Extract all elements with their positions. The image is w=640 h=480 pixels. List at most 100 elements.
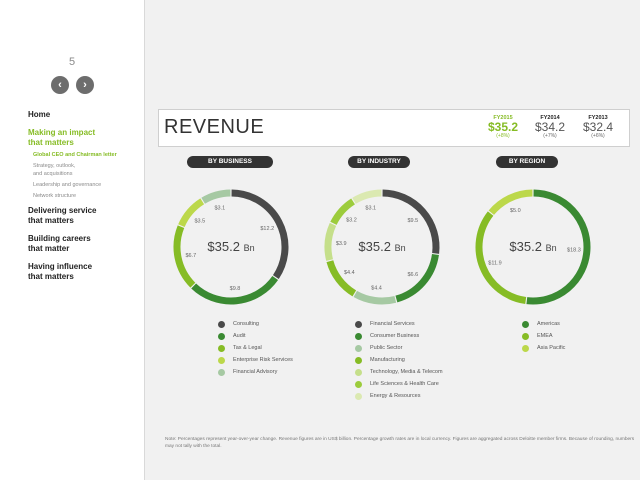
nav-sub-ceo-letter[interactable]: Global CEO and Chairman letter bbox=[33, 152, 117, 158]
legend-business: Consulting Audit Tax & Legal Enterprise Ris… bbox=[218, 318, 293, 378]
segment-value-label: $11.9 bbox=[488, 260, 501, 266]
tab-by-region[interactable]: BY REGION bbox=[496, 156, 558, 168]
legend-item: Asia Pacific bbox=[522, 342, 565, 354]
legend-label: Consulting bbox=[233, 321, 259, 327]
legend-industry: Financial Services Consumer Business Publi… bbox=[355, 318, 443, 402]
donut-segment bbox=[324, 222, 337, 261]
legend-label: EMEA bbox=[537, 333, 553, 339]
legend-label: Financial Services bbox=[370, 321, 415, 327]
page-number: 5 bbox=[68, 56, 76, 68]
legend-swatch bbox=[355, 368, 362, 376]
donut-segment bbox=[395, 253, 439, 303]
segment-value-label: $4.4 bbox=[371, 286, 382, 292]
donut-segment bbox=[191, 275, 279, 305]
nav-item-influence[interactable]: Having influence that matters bbox=[28, 262, 93, 281]
fy-value: $32.4 bbox=[582, 120, 614, 134]
donut-segment bbox=[382, 189, 440, 254]
legend-swatch bbox=[522, 332, 529, 340]
fy-change: (+8%) bbox=[496, 133, 510, 139]
legend-label: Financial Advisory bbox=[233, 369, 278, 375]
donut-segment bbox=[488, 189, 533, 216]
prev-page-button[interactable]: ‹ bbox=[51, 76, 69, 94]
donut-segment bbox=[352, 189, 382, 204]
fy2015-figure: FY2015 $35.2 (+8%) bbox=[482, 115, 524, 139]
fy-label: FY2015 bbox=[493, 115, 513, 121]
main-content: REVENUE FY2015 $35.2 (+8%) FY2014 $34.2 … bbox=[145, 0, 640, 480]
revenue-header: REVENUE FY2015 $35.2 (+8%) FY2014 $34.2 … bbox=[158, 109, 630, 147]
center-total-label: $35.2 Bn bbox=[358, 239, 405, 254]
segment-value-label: $9.5 bbox=[407, 218, 418, 224]
chevron-left-icon: ‹ bbox=[58, 79, 62, 91]
donut-segment bbox=[353, 290, 397, 305]
donut-segment bbox=[526, 189, 591, 305]
nav-item-impact[interactable]: Making an impact that matters bbox=[28, 128, 96, 147]
legend-label: Technology, Media & Telecom bbox=[370, 369, 443, 375]
segment-value-label: $18.3 bbox=[567, 248, 581, 254]
legend-item: Financial Advisory bbox=[218, 366, 293, 378]
legend-label: Tax & Legal bbox=[233, 345, 262, 351]
legend-label: Asia Pacific bbox=[537, 345, 566, 351]
next-page-button[interactable]: › bbox=[76, 76, 94, 94]
legend-label: Manufacturing bbox=[370, 357, 405, 363]
nav-sub-leadership[interactable]: Leadership and governance bbox=[33, 182, 102, 188]
sidebar: 5 ‹ › Home Making an impact that matters… bbox=[0, 0, 145, 480]
legend-swatch bbox=[355, 332, 362, 340]
segment-value-label: $3.9 bbox=[336, 241, 347, 247]
legend-label: Americas bbox=[537, 321, 560, 327]
center-total-label: $35.2 Bn bbox=[509, 239, 556, 254]
nav-sub-network[interactable]: Network structure bbox=[33, 193, 77, 199]
legend-label: Life Sciences & Health Care bbox=[370, 381, 439, 387]
legend-label: Public Sector bbox=[370, 345, 403, 351]
segment-value-label: $3.1 bbox=[214, 206, 225, 212]
legend-item: Life Sciences & Health Care bbox=[355, 378, 443, 390]
nav-item-service[interactable]: Delivering service that matters bbox=[28, 206, 97, 225]
segment-value-label: $6.6 bbox=[407, 272, 418, 278]
fy2014-figure: FY2014 $34.2 (+7%) bbox=[529, 115, 571, 139]
segment-value-label: $9.8 bbox=[230, 286, 241, 292]
nav-list: Home Making an impact that matters Globa… bbox=[28, 110, 144, 290]
legend-swatch bbox=[218, 344, 225, 352]
donut-segment bbox=[201, 189, 231, 204]
tab-by-business[interactable]: BY BUSINESS bbox=[187, 156, 273, 168]
legend-item: Financial Services bbox=[355, 318, 443, 330]
nav-item-home[interactable]: Home bbox=[28, 110, 51, 119]
legend-label: Consumer Business bbox=[370, 333, 420, 339]
legend-swatch bbox=[355, 320, 362, 328]
legend-swatch bbox=[355, 344, 362, 352]
legend-label: Audit bbox=[233, 333, 246, 339]
segment-value-label: $6.7 bbox=[185, 253, 196, 259]
legend-swatch bbox=[218, 332, 225, 340]
page-title: REVENUE bbox=[164, 116, 265, 138]
fy-label: FY2013 bbox=[588, 115, 608, 121]
legend-region: Americas EMEA Asia Pacific bbox=[522, 318, 565, 354]
chevron-right-icon: › bbox=[83, 79, 87, 91]
donut-segment bbox=[231, 189, 289, 279]
legend-item: Energy & Resources bbox=[355, 390, 443, 402]
footnote: Note: Percentages represent year-over-ye… bbox=[165, 437, 635, 449]
segment-value-label: $4.4 bbox=[344, 270, 355, 276]
legend-item: EMEA bbox=[522, 330, 565, 342]
segment-value-label: $3.1 bbox=[365, 206, 376, 212]
legend-item: Public Sector bbox=[355, 342, 443, 354]
donut-chart-business: $12.2 $9.8 $6.7 $3.5 $3.1 $35.2 Bn bbox=[173, 189, 289, 305]
legend-swatch bbox=[218, 356, 225, 364]
legend-swatch bbox=[355, 380, 362, 388]
tab-by-industry[interactable]: BY INDUSTRY bbox=[348, 156, 410, 168]
legend-item: Consulting bbox=[218, 318, 293, 330]
nav-item-careers[interactable]: Building careers that matter bbox=[28, 234, 91, 253]
fy-change: (+6%) bbox=[591, 133, 605, 139]
donut-chart-industry: $9.5 $6.6 $4.4 $4.4 $3.9 $3.2 $3.1 $35.2 Bn bbox=[324, 189, 440, 305]
legend-swatch bbox=[218, 368, 225, 376]
donut-segment bbox=[326, 260, 357, 297]
fy-value: $35.2 bbox=[487, 120, 519, 134]
legend-item: Consumer Business bbox=[355, 330, 443, 342]
legend-swatch bbox=[522, 344, 529, 352]
segment-value-label: $3.2 bbox=[346, 218, 357, 224]
legend-swatch bbox=[355, 356, 362, 364]
nav-sub-strategy[interactable]: Strategy, outlook, and acquisitions bbox=[33, 163, 76, 177]
legend-item: Enterprise Risk Services bbox=[218, 354, 293, 366]
fy-value: $34.2 bbox=[534, 120, 566, 134]
donut-segment bbox=[330, 198, 356, 226]
fy-label: FY2014 bbox=[540, 115, 560, 121]
legend-swatch bbox=[218, 320, 225, 328]
